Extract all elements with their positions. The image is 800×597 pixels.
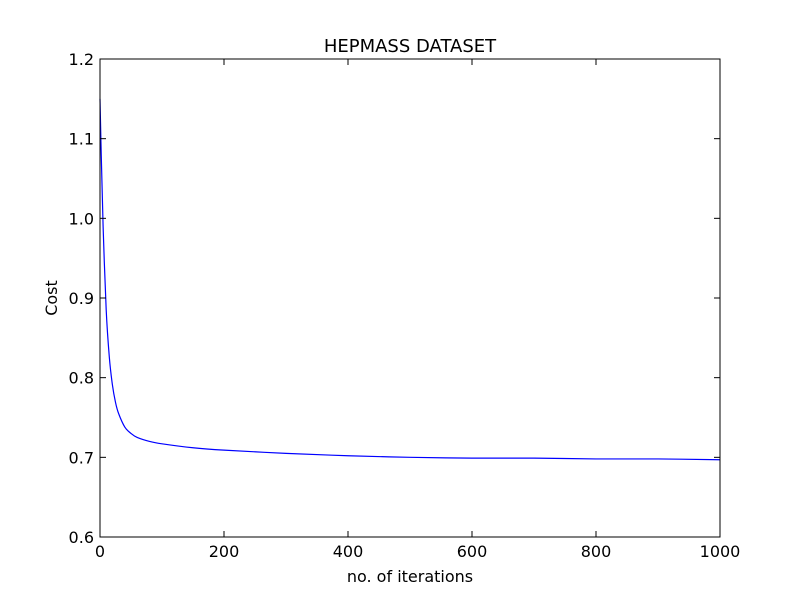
y-axis-label: Cost: [42, 280, 61, 316]
x-tick-label: 200: [209, 542, 240, 561]
plot-area: 0 200 400 600 800 1000 0.6 0.7 0.8 0.9 1.0 1.1 1.2: [69, 50, 741, 561]
y-tick-label: 1.2: [69, 50, 94, 69]
x-axis-label: no. of iterations: [347, 567, 473, 586]
chart-title: HEPMASS DATASET: [324, 36, 497, 57]
y-tick-label: 0.7: [69, 448, 94, 467]
x-tick-label: 1000: [700, 542, 741, 561]
x-tick-label: 800: [581, 542, 612, 561]
x-tick-label: 600: [457, 542, 488, 561]
series-layer: [99, 98, 721, 461]
y-tick-label: 0.6: [69, 528, 94, 547]
x-tick-label: 400: [333, 542, 364, 561]
axes-frame: [99, 58, 721, 538]
y-tick-label: 1.0: [69, 209, 94, 228]
y-tick-label: 1.1: [69, 130, 94, 149]
cost-series-line: [99, 98, 721, 461]
x-tick-label: 0: [95, 542, 105, 561]
y-tick-label: 0.9: [69, 289, 94, 308]
y-tick-label: 0.8: [69, 369, 94, 388]
axes-background: [100, 59, 720, 537]
